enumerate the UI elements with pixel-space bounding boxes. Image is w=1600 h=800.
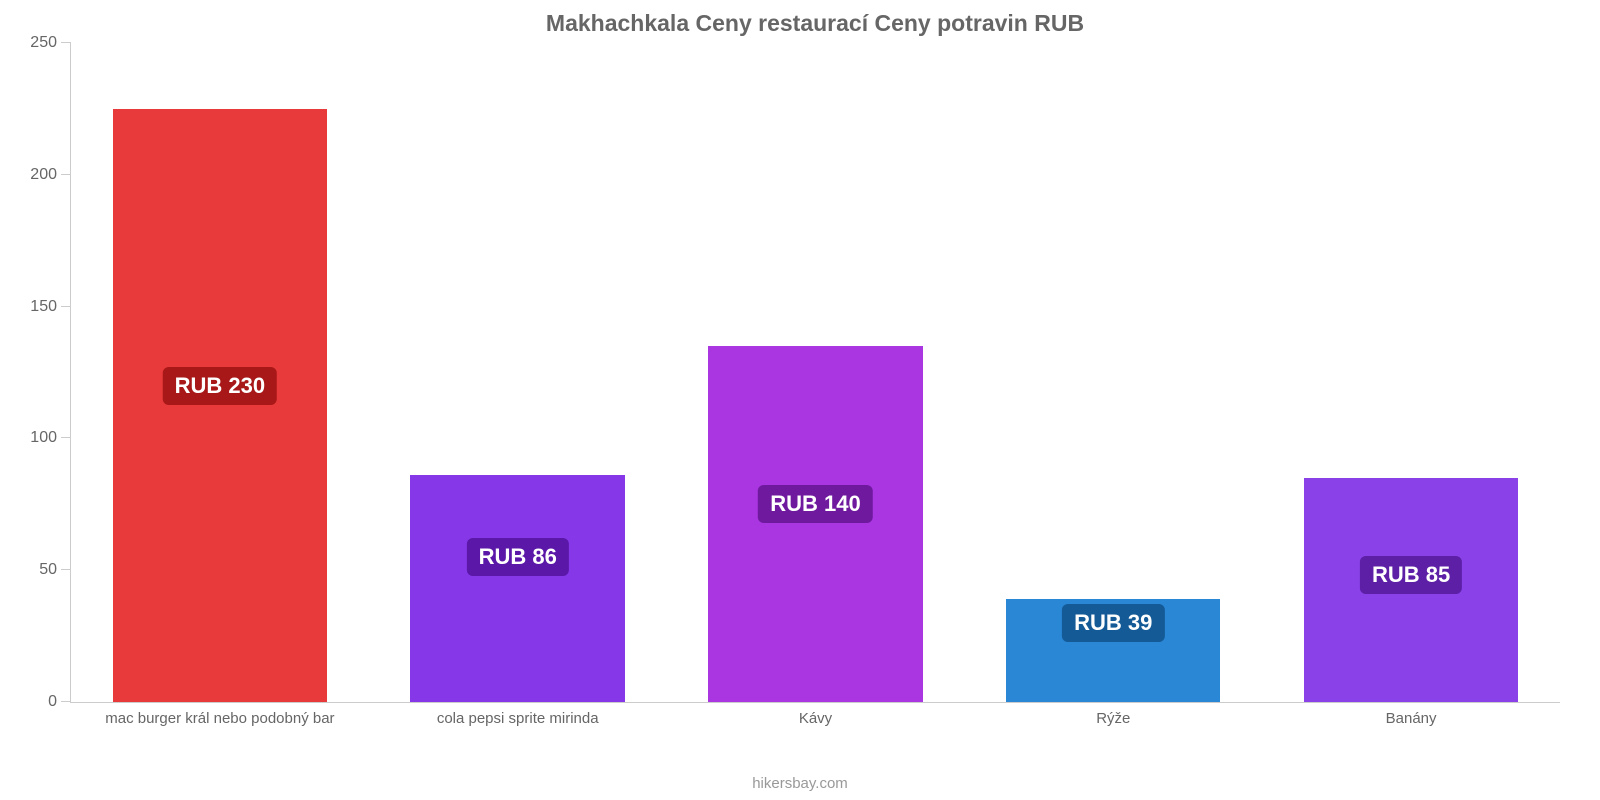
plot-area: RUB 230RUB 86RUB 140RUB 39RUB 85 mac bur… bbox=[70, 43, 1560, 703]
y-tick-label: 50 bbox=[39, 561, 71, 579]
bar-slot: RUB 86 bbox=[369, 43, 667, 702]
bar-slot: RUB 230 bbox=[71, 43, 369, 702]
bar: RUB 230 bbox=[113, 109, 327, 702]
y-tick-label: 100 bbox=[30, 429, 71, 447]
bar-value-label: RUB 140 bbox=[758, 485, 872, 523]
y-tick-label: 0 bbox=[48, 693, 71, 711]
bar-value-label: RUB 85 bbox=[1360, 556, 1462, 594]
bar: RUB 85 bbox=[1304, 478, 1518, 702]
price-bar-chart: Makhachkala Ceny restaurací Ceny potravi… bbox=[0, 0, 1600, 800]
y-tick-label: 150 bbox=[30, 298, 71, 316]
bar: RUB 86 bbox=[410, 475, 624, 702]
bar-value-label: RUB 39 bbox=[1062, 604, 1164, 642]
bar: RUB 140 bbox=[708, 346, 922, 702]
y-tick-label: 200 bbox=[30, 166, 71, 184]
y-tick-label: 250 bbox=[30, 34, 71, 52]
bar-slot: RUB 140 bbox=[667, 43, 965, 702]
x-axis-label: Banány bbox=[1262, 710, 1560, 727]
x-axis-label: Rýže bbox=[964, 710, 1262, 727]
bar-value-label: RUB 230 bbox=[163, 367, 277, 405]
chart-title: Makhachkala Ceny restaurací Ceny potravi… bbox=[70, 10, 1560, 37]
bar-slot: RUB 85 bbox=[1262, 43, 1560, 702]
bar: RUB 39 bbox=[1006, 599, 1220, 702]
x-axis-label: cola pepsi sprite mirinda bbox=[369, 710, 667, 727]
bar-slot: RUB 39 bbox=[964, 43, 1262, 702]
bar-value-label: RUB 86 bbox=[467, 538, 569, 576]
footer-credit: hikersbay.com bbox=[0, 775, 1600, 792]
x-labels-row: mac burger král nebo podobný barcola pep… bbox=[71, 702, 1560, 727]
bars-row: RUB 230 RUB 86 RUB 140 RUB 39 RUB 85 bbox=[71, 43, 1560, 702]
x-axis-label: mac burger král nebo podobný bar bbox=[71, 710, 369, 727]
x-axis-label: Kávy bbox=[667, 710, 965, 727]
